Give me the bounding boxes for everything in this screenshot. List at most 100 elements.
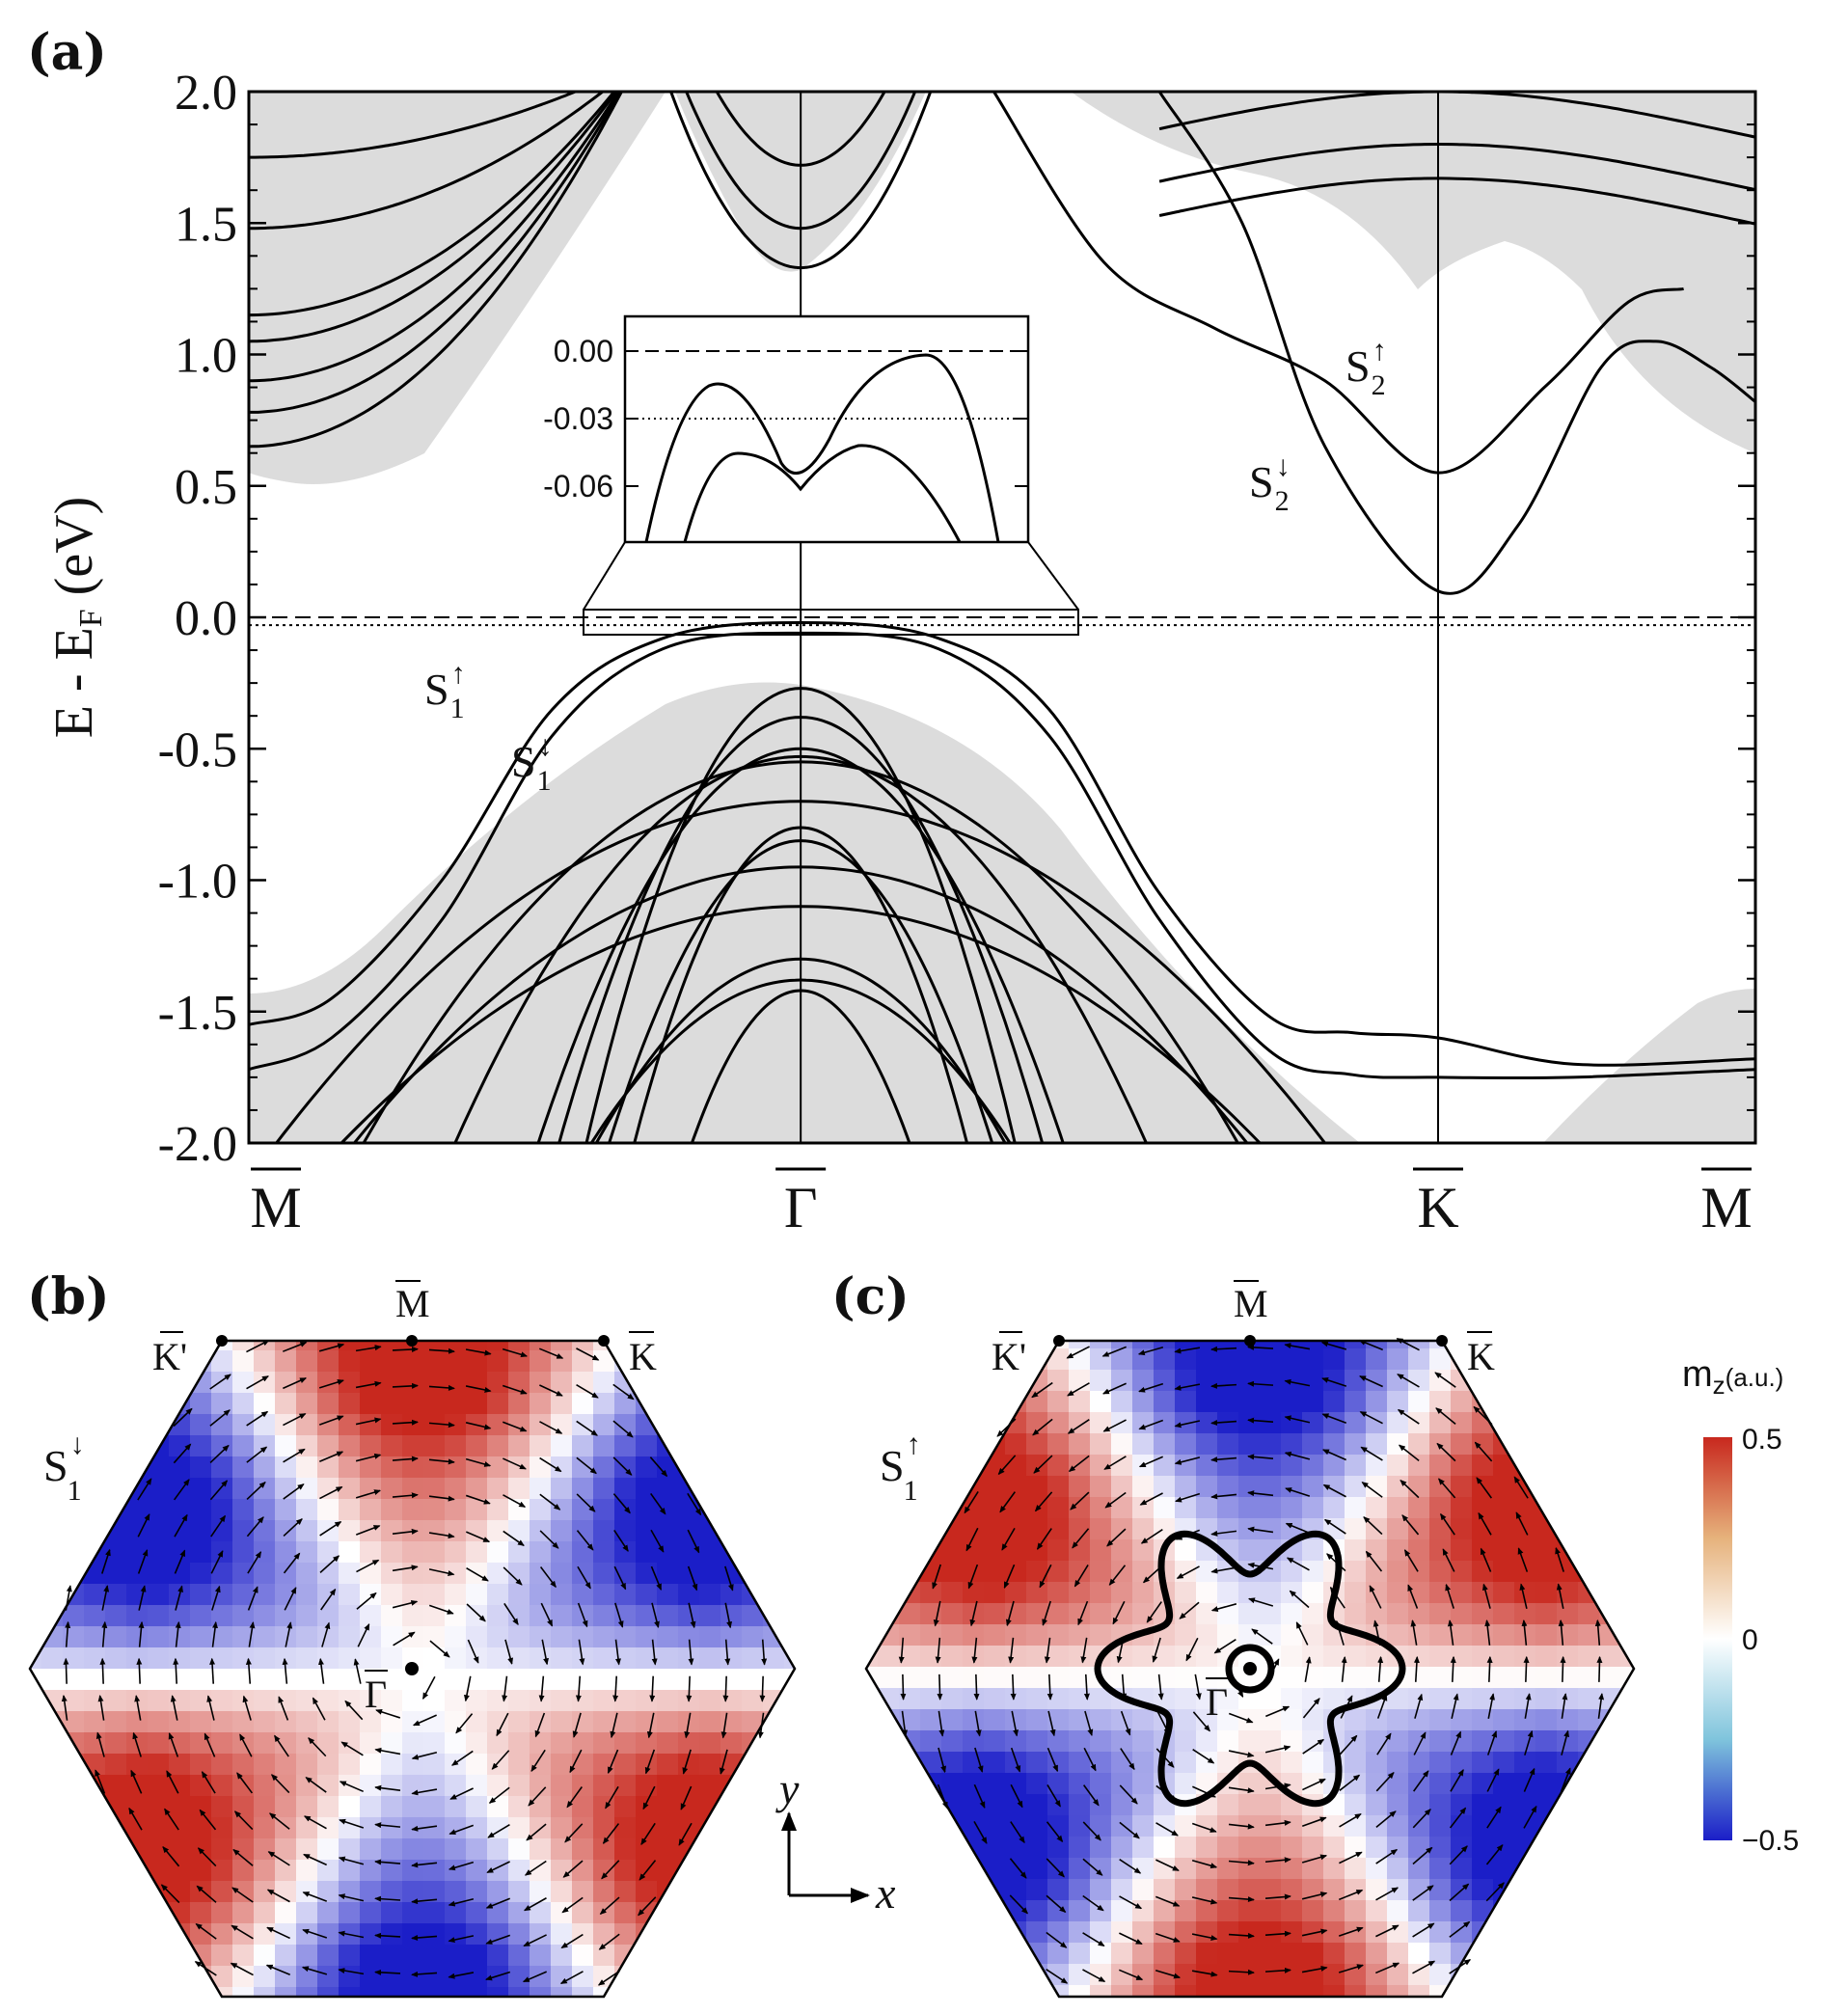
mz-cell bbox=[1026, 1433, 1048, 1456]
spin-arrow bbox=[353, 1658, 362, 1684]
mz-cell bbox=[84, 1341, 106, 1351]
mz-cell bbox=[148, 1456, 170, 1479]
mz-cell bbox=[41, 1838, 64, 1861]
mz-cell bbox=[148, 2008, 170, 2014]
mz-cell bbox=[1238, 1688, 1261, 1710]
spin-arrow bbox=[1359, 1410, 1383, 1425]
mz-cell bbox=[1132, 1582, 1155, 1604]
spin-arrow bbox=[1412, 1846, 1433, 1865]
mz-cell bbox=[1047, 1943, 1070, 1965]
mz-cell bbox=[169, 1860, 191, 1882]
mz-cell bbox=[963, 1709, 985, 1731]
spin-arrow bbox=[465, 1422, 492, 1430]
spin-arrow bbox=[134, 1695, 142, 1721]
mz-cell bbox=[466, 1754, 488, 1776]
mz-cell bbox=[232, 1308, 255, 1330]
spin-arrow bbox=[560, 1933, 584, 1949]
mz-cell bbox=[317, 1754, 340, 1776]
colorbar-tick-max: 0.5 bbox=[1742, 1424, 1782, 1456]
mz-cell bbox=[296, 1456, 318, 1479]
mz-cell bbox=[1599, 1815, 1621, 1837]
mz-cell bbox=[878, 1921, 900, 1944]
mz-cell bbox=[1578, 1794, 1600, 1816]
mz-cell bbox=[466, 1987, 488, 1997]
mz-cell bbox=[636, 1478, 658, 1500]
mz-cell bbox=[190, 1563, 212, 1585]
mz-cell bbox=[593, 1414, 615, 1436]
mz-cell bbox=[1238, 1603, 1261, 1625]
mz-cell bbox=[445, 1308, 467, 1330]
mz-cell bbox=[699, 2008, 721, 2014]
spin-arrow bbox=[285, 1621, 293, 1647]
spin-arrow bbox=[1247, 1526, 1274, 1534]
mz-cell bbox=[148, 1923, 170, 1946]
label-gamma-b: Γ bbox=[365, 1673, 387, 1716]
mz-cell bbox=[1026, 1561, 1048, 1583]
mz-cell bbox=[572, 1690, 594, 1712]
spin-arrow bbox=[538, 1347, 564, 1359]
mz-cell bbox=[572, 1860, 594, 1882]
mz-cell bbox=[1620, 2006, 1643, 2014]
spin-arrow bbox=[1228, 1896, 1255, 1903]
spin-arrow bbox=[1375, 1962, 1400, 1974]
mz-cell bbox=[1047, 1285, 1070, 1307]
mz-cell bbox=[1620, 1433, 1634, 1456]
label-s2-down: S↓ 2 bbox=[1249, 450, 1291, 517]
spin-arrow bbox=[541, 1639, 549, 1666]
spin-arrow bbox=[1146, 1601, 1162, 1623]
mz-cell bbox=[742, 1308, 764, 1330]
spin-arrow bbox=[210, 1514, 227, 1538]
mz-cell bbox=[275, 1350, 297, 1373]
mz-cell bbox=[1196, 1476, 1218, 1498]
mz-cell bbox=[1323, 1667, 1345, 1689]
mz-cell bbox=[296, 1393, 318, 1415]
mz-cell bbox=[1493, 1370, 1515, 1392]
mz-cell bbox=[508, 1838, 530, 1861]
mz-cell bbox=[742, 1881, 764, 1903]
mz-cell bbox=[1429, 1306, 1452, 1328]
mz-cell bbox=[614, 1690, 637, 1712]
mz-cell bbox=[1111, 1561, 1133, 1583]
mz-cell bbox=[275, 1456, 297, 1479]
mz-cell bbox=[1175, 1646, 1197, 1668]
spin-arrow bbox=[465, 1348, 492, 1356]
mz-cell bbox=[678, 1414, 700, 1436]
spin-arrow bbox=[650, 1492, 666, 1515]
mz-cell bbox=[84, 1414, 106, 1436]
mz-cell bbox=[1281, 1433, 1303, 1456]
mz-cell bbox=[720, 1584, 743, 1606]
spin-arrow bbox=[1321, 1377, 1347, 1387]
mz-cell bbox=[339, 1372, 361, 1394]
mz-cell bbox=[317, 1626, 340, 1648]
k-point-label: K bbox=[1417, 1176, 1458, 1239]
mz-cell bbox=[126, 1945, 149, 1967]
mz-cell bbox=[190, 1647, 212, 1670]
spin-arrow bbox=[174, 1549, 186, 1574]
spin-arrow bbox=[1450, 1655, 1456, 1682]
mz-cell bbox=[1069, 1730, 1091, 1753]
mz-cell bbox=[784, 1456, 795, 1479]
mz-cell bbox=[530, 1287, 552, 1309]
mz-cell bbox=[169, 1626, 191, 1648]
mz-cell bbox=[1323, 1688, 1345, 1710]
spin-arrow bbox=[209, 1480, 229, 1501]
mz-cell bbox=[1302, 1985, 1324, 1997]
mz-cell bbox=[1557, 1561, 1579, 1583]
mz-cell bbox=[232, 2008, 255, 2014]
mz-cell bbox=[339, 1860, 361, 1882]
mz-cell bbox=[381, 1754, 403, 1776]
mz-cell bbox=[1005, 1646, 1027, 1668]
spin-arrow bbox=[900, 1674, 907, 1701]
mz-cell bbox=[190, 1341, 212, 1351]
mz-cell bbox=[941, 1837, 964, 1859]
mz-cell bbox=[1557, 1858, 1579, 1880]
spin-arrow bbox=[1174, 1383, 1201, 1391]
mz-cell bbox=[148, 1478, 170, 1500]
mz-cell bbox=[1366, 1921, 1388, 1944]
mz-cell bbox=[275, 1711, 297, 1733]
mz-cell bbox=[1451, 2006, 1473, 2014]
mz-cell bbox=[1599, 1285, 1621, 1307]
mz-cell bbox=[657, 1372, 679, 1394]
mz-cell bbox=[360, 1838, 382, 1861]
